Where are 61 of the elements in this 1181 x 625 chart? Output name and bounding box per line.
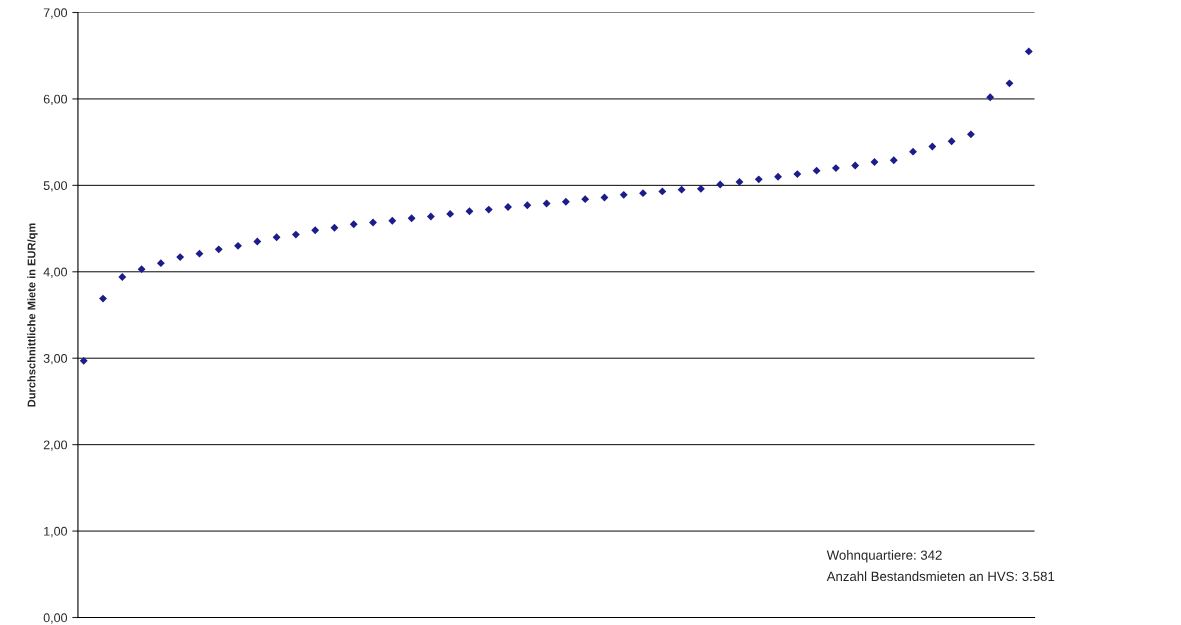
point [581, 195, 590, 204]
point [561, 197, 570, 206]
point [484, 205, 493, 214]
point [889, 156, 898, 165]
point [754, 175, 763, 184]
point [870, 158, 879, 166]
point [928, 142, 937, 151]
point [831, 164, 840, 172]
point [851, 161, 860, 170]
point [600, 193, 609, 202]
y-tick-label: 3,00 [43, 354, 68, 365]
y-tick-label: 1,00 [44, 526, 68, 538]
point [349, 220, 358, 229]
y-axis-title: Durchschnittliche Miete in EUR/qm [27, 223, 38, 407]
point [696, 184, 705, 193]
y-tick-label: 7,00 [43, 8, 68, 19]
y-tick-label: 5,00 [43, 181, 68, 192]
point [735, 177, 744, 186]
point [677, 185, 686, 194]
point [966, 130, 975, 139]
point [388, 216, 397, 225]
annotation: Wohnquartiere: 342 [826, 550, 942, 563]
point [369, 218, 377, 227]
point [1005, 79, 1014, 88]
point [272, 233, 281, 242]
point [639, 189, 647, 198]
point [99, 294, 107, 303]
point [793, 170, 802, 179]
point [234, 241, 242, 250]
point [909, 147, 917, 156]
point [947, 137, 956, 146]
point [214, 245, 223, 254]
point [774, 172, 782, 181]
point [523, 201, 532, 210]
point [619, 190, 628, 199]
point [504, 203, 512, 211]
point [330, 223, 339, 232]
point [812, 166, 821, 175]
point [658, 187, 667, 196]
y-tick-label: 2,00 [43, 440, 68, 451]
point [716, 180, 725, 189]
point [407, 214, 416, 223]
y-tick-label: 0,00 [43, 613, 68, 624]
point [542, 199, 551, 208]
y-tick-label: 4,00 [43, 267, 68, 278]
point [291, 230, 300, 239]
point [465, 207, 474, 216]
point [118, 273, 127, 281]
point [986, 93, 995, 102]
point [176, 253, 185, 262]
point [426, 212, 435, 221]
point [137, 265, 146, 274]
point [79, 356, 88, 365]
point [446, 209, 455, 218]
point [1024, 47, 1033, 56]
point [311, 226, 320, 235]
annotation: Anzahl Bestandsmieten an HVS: 3.581 [826, 571, 1055, 582]
y-tick-label: 6,00 [43, 94, 68, 106]
point [253, 237, 262, 246]
point [195, 249, 204, 258]
point [156, 259, 165, 268]
